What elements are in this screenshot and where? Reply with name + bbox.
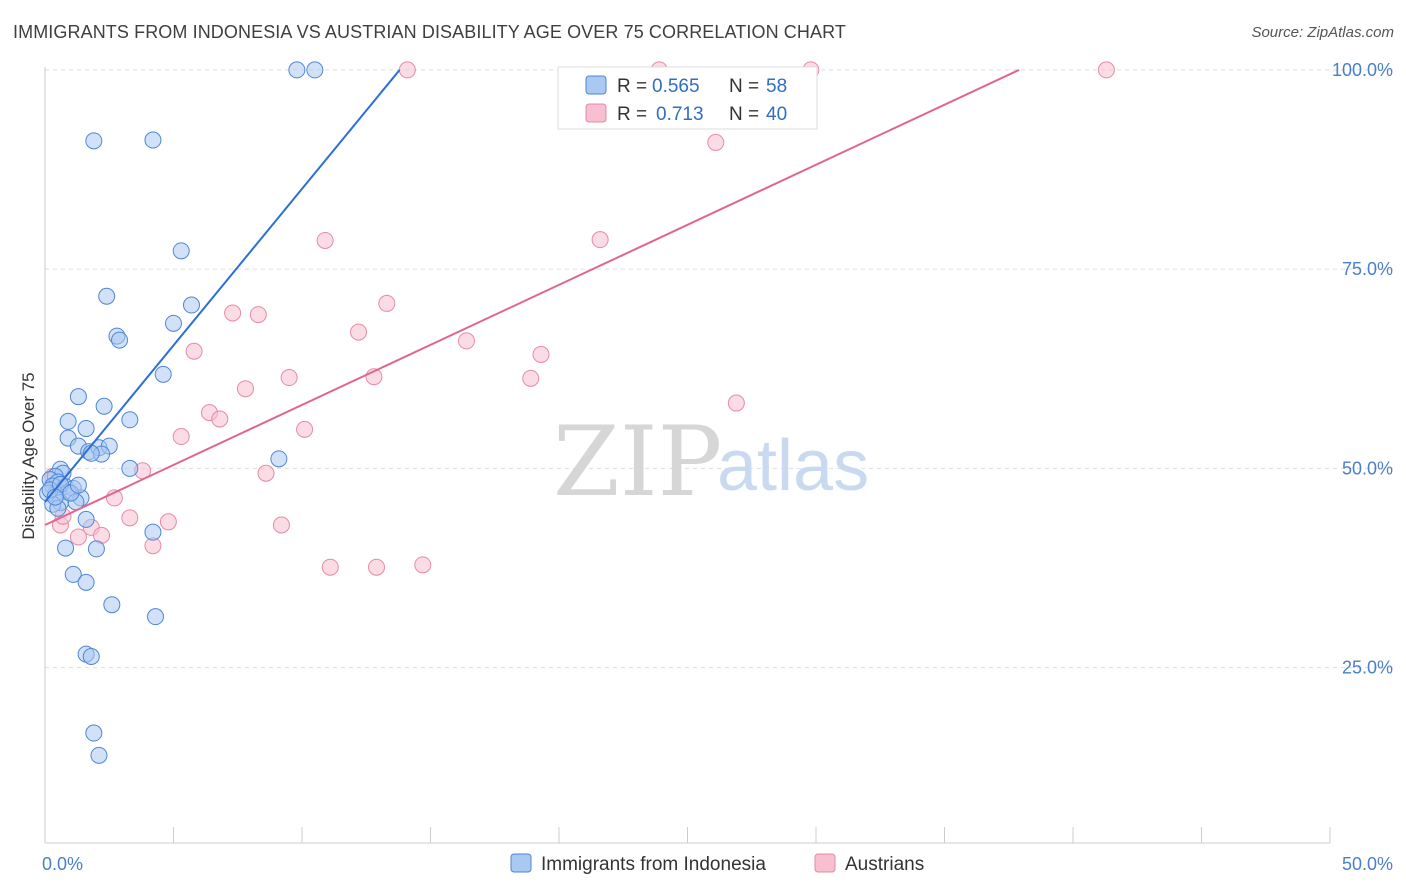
series-swatch-indonesia (510, 853, 532, 873)
trend-lines (44, 69, 1020, 526)
source-label: Source: ZipAtlas.com (1251, 24, 1394, 41)
series-swatch-austrians (814, 853, 836, 873)
legend-swatch-indonesia (585, 75, 607, 95)
indonesia-point-46 (77, 573, 95, 591)
austrians-point-20 (211, 410, 229, 428)
legend-r-value-1: 0.565 (652, 76, 700, 97)
indonesia-point-24 (121, 459, 139, 477)
austrians-point-21 (296, 420, 314, 438)
series-label-austrians: Austrians (845, 854, 924, 875)
legend-n-label-2: N = (729, 104, 759, 125)
austrians-point-16 (522, 369, 540, 387)
axes (44, 67, 1331, 844)
austrians-point-27 (159, 513, 177, 531)
austrians-point-6 (591, 231, 609, 249)
chart-title: IMMIGRANTS FROM INDONESIA VS AUSTRIAN DI… (13, 22, 846, 42)
y-tick-label-1: 50.0% (1342, 458, 1393, 478)
x-tick-label-1: 50.0% (1342, 854, 1393, 874)
austrians-point-11 (457, 332, 475, 350)
austrians-point-0 (398, 61, 416, 79)
indonesia-point-47 (103, 596, 121, 614)
legend-r-label-2: R = (617, 104, 647, 125)
y-tick-label-3: 100.0% (1332, 60, 1393, 80)
y-tick-labels: 25.0% 50.0% 75.0% 100.0% (1332, 60, 1393, 678)
austrians-point-36 (414, 556, 432, 574)
austrians-point-8 (224, 304, 242, 322)
austrians-point-22 (172, 428, 190, 446)
indonesia-point-7 (165, 314, 182, 332)
indonesia-point-56 (69, 476, 87, 494)
austrians-point-7 (378, 294, 396, 312)
indonesia-point-13 (121, 411, 139, 429)
watermark: ZIP atlas (553, 406, 869, 518)
indonesia-point-43 (57, 539, 75, 557)
grid-lines (45, 69, 1395, 669)
austrians-point-24 (257, 464, 275, 482)
indonesia-trend-line (44, 69, 401, 503)
indonesia-points (39, 61, 324, 764)
y-axis-label: Disability Age Over 75 (19, 372, 38, 539)
indonesia-point-15 (77, 420, 95, 438)
indonesia-point-42 (144, 523, 162, 541)
legend-swatch-austrians (585, 103, 607, 123)
indonesia-point-48 (147, 608, 165, 626)
austrians-point-5 (316, 231, 334, 249)
y-tick-label-0: 25.0% (1342, 658, 1393, 678)
indonesia-point-3 (144, 131, 162, 149)
indonesia-point-12 (95, 397, 113, 415)
indonesia-point-50 (82, 648, 100, 666)
austrians-point-35 (368, 558, 386, 576)
indonesia-point-44 (87, 540, 105, 558)
indonesia-point-10 (154, 365, 172, 383)
indonesia-point-52 (90, 746, 108, 764)
correlation-legend: R = 0.565 N = 58 R = 0.713 N = 40 (557, 66, 818, 130)
indonesia-point-41 (77, 510, 95, 528)
indonesia-point-1 (306, 61, 324, 79)
indonesia-point-11 (69, 388, 87, 406)
legend-r-label-1: R = (617, 76, 647, 97)
indonesia-point-0 (288, 61, 306, 79)
indonesia-point-51 (85, 724, 103, 742)
indonesia-point-6 (182, 296, 200, 314)
austrians-trend-line (44, 69, 1020, 526)
indonesia-point-45 (64, 565, 82, 583)
austrians-point-13 (532, 345, 550, 363)
austrians-point-18 (727, 394, 745, 412)
indonesia-point-2 (85, 132, 103, 150)
legend-n-value-2: 40 (766, 104, 787, 125)
indonesia-point-9 (111, 331, 129, 349)
indonesia-point-4 (172, 242, 190, 260)
indonesia-point-23 (270, 450, 288, 468)
x-tick-label-0: 0.0% (42, 854, 83, 874)
austrians-point-4 (707, 133, 725, 151)
x-tick-labels: 0.0% 50.0% (42, 854, 1393, 874)
watermark-zip: ZIP (553, 406, 722, 518)
austrians-point-26 (121, 509, 139, 527)
legend-n-label-1: N = (729, 76, 759, 97)
y-tick-label-2: 75.0% (1342, 259, 1393, 279)
austrians-point-10 (350, 323, 368, 341)
austrians-point-32 (69, 528, 87, 546)
austrians-point-14 (280, 369, 298, 387)
austrians-point-17 (236, 380, 254, 398)
legend-n-value-1: 58 (766, 76, 787, 97)
indonesia-point-14 (59, 412, 77, 430)
legend-r-value-2: 0.713 (656, 104, 704, 125)
series-legend: Immigrants from Indonesia Austrians (510, 853, 924, 875)
watermark-atlas: atlas (717, 426, 869, 506)
series-label-indonesia: Immigrants from Indonesia (541, 854, 766, 875)
austrians-point-28 (272, 516, 290, 534)
austrians-point-3 (1097, 61, 1115, 79)
austrians-point-12 (185, 342, 203, 360)
austrians-point-34 (321, 558, 339, 576)
indonesia-point-5 (98, 287, 116, 305)
austrians-point-9 (249, 306, 267, 324)
